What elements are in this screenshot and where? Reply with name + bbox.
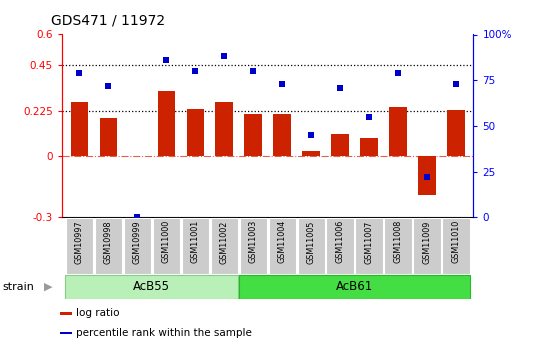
Text: GDS471 / 11972: GDS471 / 11972: [51, 14, 165, 28]
Bar: [181, 218, 209, 274]
Bar: [442, 218, 470, 274]
Bar: [448, 110, 465, 156]
Bar: [210, 218, 238, 274]
Bar: [413, 218, 441, 274]
Point: [452, 81, 461, 87]
Point: [191, 68, 200, 74]
Text: GSM11005: GSM11005: [307, 220, 316, 264]
Bar: [65, 275, 238, 299]
Bar: [239, 218, 267, 274]
Text: GSM11004: GSM11004: [278, 220, 287, 264]
Point: [278, 81, 286, 87]
Point: [162, 57, 171, 63]
Text: GSM11006: GSM11006: [336, 220, 345, 264]
Bar: [124, 218, 151, 274]
Bar: [360, 138, 378, 156]
Point: [133, 215, 141, 220]
Text: GSM11003: GSM11003: [249, 220, 258, 264]
Text: AcB61: AcB61: [336, 280, 373, 293]
Text: ▶: ▶: [44, 282, 53, 292]
Bar: [302, 151, 320, 156]
Bar: [356, 218, 383, 274]
Bar: [100, 118, 117, 156]
Bar: [390, 107, 407, 156]
Bar: [273, 114, 291, 156]
Bar: [419, 156, 436, 195]
Bar: [239, 275, 470, 299]
Point: [423, 174, 431, 180]
Text: GSM11000: GSM11000: [162, 220, 171, 264]
Text: log ratio: log ratio: [76, 308, 120, 318]
Text: GSM11007: GSM11007: [365, 220, 373, 264]
Bar: [95, 218, 122, 274]
Text: GSM11008: GSM11008: [394, 220, 402, 264]
Point: [104, 83, 112, 88]
Bar: [298, 218, 325, 274]
Bar: [158, 91, 175, 156]
Text: GSM10997: GSM10997: [75, 220, 84, 264]
Text: GSM11009: GSM11009: [422, 220, 431, 264]
Point: [249, 68, 258, 74]
Point: [365, 114, 373, 120]
Text: GSM11010: GSM11010: [451, 220, 461, 264]
Point: [220, 54, 229, 59]
Text: strain: strain: [3, 282, 34, 292]
Bar: [331, 134, 349, 156]
Text: AcB55: AcB55: [133, 280, 170, 293]
Point: [336, 85, 344, 90]
Point: [307, 132, 315, 138]
Bar: [66, 218, 93, 274]
Bar: [244, 114, 262, 156]
Point: [75, 70, 83, 76]
Bar: [268, 218, 296, 274]
Bar: [327, 218, 354, 274]
Bar: [70, 101, 88, 156]
Text: GSM11001: GSM11001: [190, 220, 200, 264]
Point: [394, 70, 402, 76]
Bar: [60, 312, 72, 315]
Text: GSM10999: GSM10999: [133, 220, 141, 264]
Text: GSM11002: GSM11002: [220, 220, 229, 264]
Bar: [60, 332, 72, 334]
Text: GSM10998: GSM10998: [104, 220, 113, 264]
Bar: [385, 218, 412, 274]
Text: percentile rank within the sample: percentile rank within the sample: [76, 328, 252, 338]
Bar: [187, 109, 204, 156]
Bar: [216, 101, 233, 156]
Bar: [153, 218, 180, 274]
